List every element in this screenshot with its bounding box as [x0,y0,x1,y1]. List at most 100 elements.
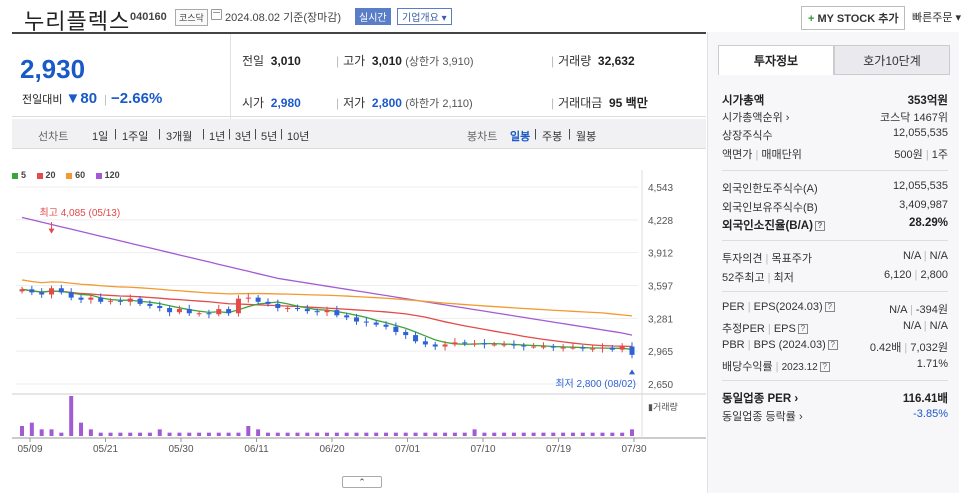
volume-bar [39,429,44,436]
volume-bar [334,432,339,436]
volume-bar [452,432,457,436]
trade-unit-label: 매매단위 [761,149,802,161]
period-5y[interactable]: 5년 [261,131,278,143]
par-label: 액면가 [722,149,753,161]
chevron-up-icon: ⌃ [358,477,366,487]
industry-per-label[interactable]: 동일업종 PER › [722,393,799,405]
candle-body [117,300,123,302]
cap-rank-label[interactable]: 시가총액순위 › [722,112,790,124]
period-10y[interactable]: 10년 [287,131,310,143]
volume-bar [118,432,123,436]
wk52-high-value: 6,120 [883,269,912,281]
candle-body [521,345,527,347]
shares-value: 12,055,535 [892,127,948,139]
candle-daily[interactable]: 일봉 [510,131,531,143]
candle-monthly[interactable]: 월봉 [576,131,597,143]
y-tick-label: 3,912 [648,249,673,260]
calendar-icon [211,9,222,20]
volume-bar [472,429,477,436]
open-value: 2,980 [270,96,301,110]
candle-body [157,305,163,309]
x-tick-label: 07/19 [546,444,571,455]
help-icon[interactable]: ? [827,340,838,351]
volume-bar [413,432,418,436]
candle-body [265,301,271,304]
volume-bar [305,432,310,436]
help-icon[interactable]: ? [819,362,830,373]
stock-code: 040160 [130,11,167,23]
company-overview-dropdown[interactable]: 기업개요 ▾ [397,8,452,25]
volume-bar [98,432,103,436]
add-my-stock-label: MY STOCK 추가 [817,13,899,25]
pbr-label: PBR [722,339,745,351]
volume-bar [590,432,595,436]
help-icon[interactable]: ? [797,324,808,335]
tab-orderbook-10[interactable]: 호가10단계 [834,45,950,75]
bps-label: BPS (2024.03) [753,339,826,351]
open-price: 시가 2,980 [242,94,301,111]
candle-body [363,321,369,323]
legend-item: 60 [66,170,85,180]
volume-bar [325,432,329,436]
plus-icon: + [808,13,815,25]
industry-change-label[interactable]: 동일업종 등락률 › [722,411,803,423]
realtime-button[interactable]: 실시간 [355,8,391,25]
period-3m[interactable]: 3개월 [166,131,193,143]
candle-body [432,344,438,347]
high-value: 3,010 [371,54,402,68]
legend-item: 120 [95,170,120,180]
candle-body [550,346,556,348]
low-price: | 저가 2,800 (하한가 2,110) [336,96,473,110]
collapse-chart-button[interactable]: ⌃ [342,476,382,488]
price-chart[interactable]: 4,543 4,228 3,912 3,597 3,281 2,965 2,650 05/09… [12,160,706,460]
industry-change-value: -3.85% [913,408,948,420]
candle-body [393,326,399,332]
x-tick-label: 05/21 [93,444,118,455]
volume-bar [561,432,566,436]
candle-body [39,292,45,295]
candle-body [196,313,202,315]
volume-bar [541,432,546,436]
eps-label: EPS(2024.03) [753,301,823,313]
change-value: 80 [80,90,98,107]
candle-body [314,311,320,313]
target-value: N/A [929,250,948,262]
volume-bar [206,432,211,436]
period-3y[interactable]: 3년 [235,131,252,143]
par-value: 500원 [894,149,923,161]
candle-body [176,309,182,313]
help-icon[interactable]: ? [814,220,825,231]
period-1d[interactable]: 1일 [92,131,109,143]
period-1w[interactable]: 1주일 [122,131,149,143]
ma-legend: 5 20 60 120 [12,170,128,180]
y-tick-label: 3,281 [648,314,673,325]
candle-body [383,324,389,327]
foreign-ratio-label: 외국인소진율(B/A) [722,220,813,232]
candle-body [442,344,448,347]
quick-order-dropdown[interactable]: 빠른주문 ▾ [912,12,962,24]
candle-body [49,288,55,295]
volume-bar [374,432,379,436]
tab-investment-info[interactable]: 투자정보 [718,45,834,75]
period-1y[interactable]: 1년 [209,131,226,143]
ma5-line [21,288,633,351]
est-per-value: N/A [902,320,921,332]
candle-body [580,347,586,349]
volume-bar [246,426,251,436]
candle-body [294,308,300,310]
price-summary: 2,930 전일대비 ▼80 | −2.66% 전일 3,010 | 고가 3,01… [12,32,706,119]
candle-weekly[interactable]: 주봉 [542,131,563,143]
help-icon[interactable]: ? [824,302,835,313]
trade-amount: | 거래대금 95 백만 [551,96,648,110]
per-label: PER [722,301,745,313]
market-cap-label: 시가총액 [722,95,765,107]
y-tick-label: 2,965 [648,347,673,358]
high-label: 고가 [343,54,366,68]
add-my-stock-button[interactable]: + MY STOCK 추가 [801,6,906,30]
opinion-value: N/A [902,250,921,262]
ma120-line [21,216,633,336]
candle-body [609,347,615,350]
open-label: 시가 [242,96,265,110]
stock-name: 누리플렉스 [24,9,131,34]
volume-bar [521,432,526,436]
